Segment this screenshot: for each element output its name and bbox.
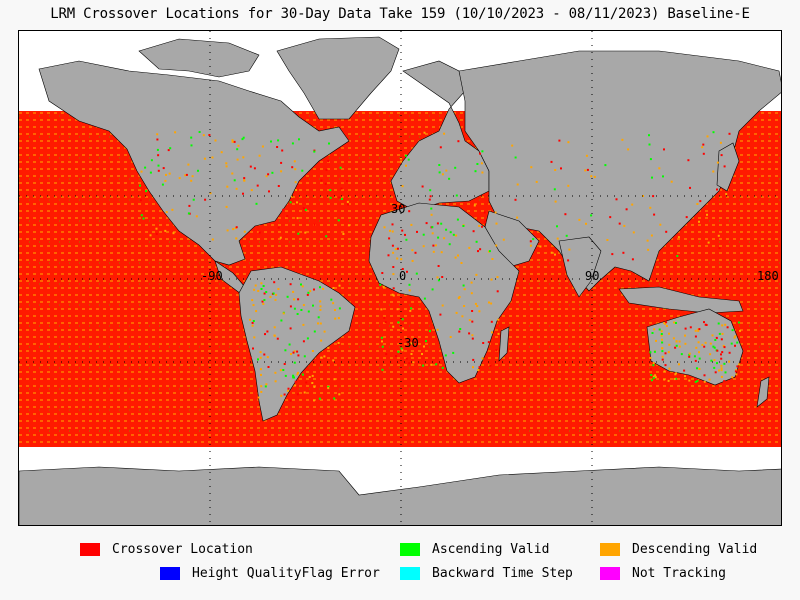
legend-item-backward-time-step: Backward Time Step (400, 565, 573, 581)
lat-label-neg30: -30 (397, 336, 419, 350)
legend-swatch (400, 542, 420, 556)
legend-item-descending: Descending Valid (600, 541, 757, 557)
legend-label: Ascending Valid (432, 541, 550, 557)
lon-label-neg90: -90 (201, 269, 223, 283)
legend-label: Height QualityFlag Error (192, 565, 380, 581)
lon-label-180: 180 (757, 269, 779, 283)
antarctica (19, 466, 781, 525)
chart-title: LRM Crossover Locations for 30-Day Data … (50, 6, 750, 22)
legend-swatch (80, 542, 100, 556)
land-crossover-points (139, 131, 741, 402)
world-map: 30 -30 -90 0 90 180 (18, 30, 782, 526)
legend-item-ascending: Ascending Valid (400, 541, 549, 557)
canadian-arctic (138, 38, 260, 78)
legend-label: Not Tracking (632, 565, 726, 581)
legend-swatch (400, 566, 420, 580)
lon-label-0: 0 (399, 269, 406, 283)
legend-swatch (160, 566, 180, 580)
map-grid (19, 31, 781, 525)
australia (646, 308, 744, 386)
southeast-asia-islands (618, 286, 744, 314)
map-canvas: 30 -30 -90 0 90 180 (19, 31, 781, 525)
legend-swatch (600, 566, 620, 580)
lon-label-90: 90 (585, 269, 599, 283)
land-masses (19, 36, 781, 525)
new-zealand (756, 376, 770, 408)
lat-label-30: 30 (391, 202, 405, 216)
legend-label: Descending Valid (632, 541, 758, 557)
europe (390, 60, 490, 212)
greenland (276, 36, 400, 120)
south-america (238, 266, 356, 422)
legend-item-height-qualityflag-error: Height QualityFlag Error (160, 565, 380, 581)
legend-label: Crossover Location (112, 541, 253, 557)
legend-item-crossover: Crossover Location (80, 541, 253, 557)
legend-label: Backward Time Step (432, 565, 573, 581)
legend-item-not-tracking: Not Tracking (600, 565, 726, 581)
india (558, 236, 602, 298)
legend-swatch (600, 542, 620, 556)
africa (368, 202, 520, 384)
north-america (38, 60, 350, 266)
madagascar (498, 326, 510, 362)
